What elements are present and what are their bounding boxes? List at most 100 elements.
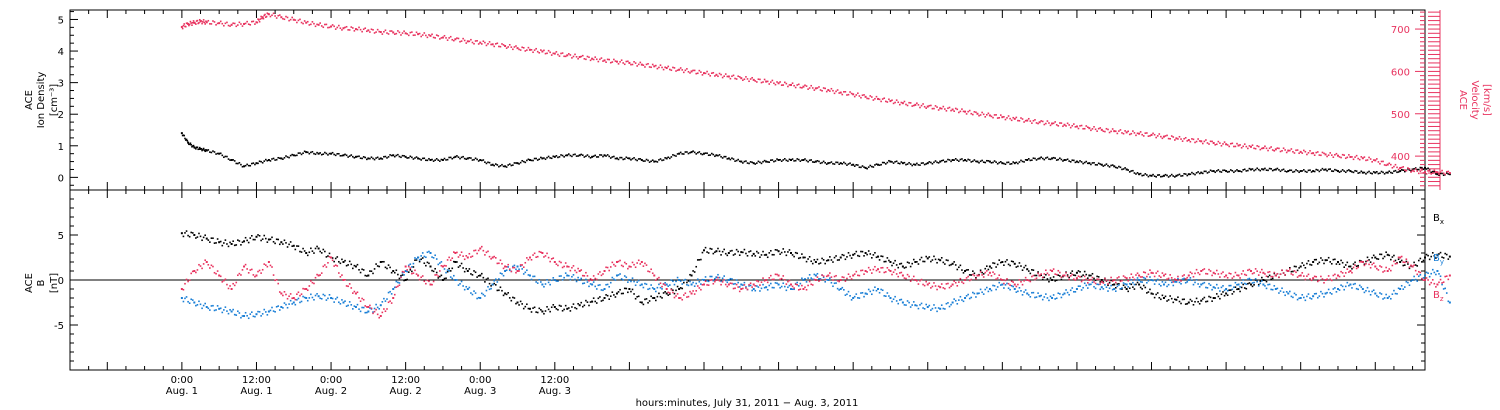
bx-point-fill bbox=[1307, 260, 1310, 262]
velocity-point bbox=[230, 23, 233, 26]
bz-point-fill bbox=[592, 275, 595, 277]
density-point-fill bbox=[563, 156, 565, 158]
by-point-fill bbox=[844, 294, 847, 296]
bx-point-fill bbox=[1245, 287, 1248, 290]
density-point-fill bbox=[898, 162, 901, 165]
density-point bbox=[1038, 157, 1041, 160]
density-point-fill bbox=[247, 164, 250, 167]
bx-point-fill bbox=[1400, 259, 1403, 262]
bz-point-fill bbox=[1097, 278, 1100, 281]
bz-point-fill bbox=[1318, 279, 1321, 282]
density-point-fill bbox=[241, 165, 244, 168]
velocity-point-fill bbox=[1403, 169, 1406, 171]
bx-point-fill bbox=[1304, 266, 1307, 269]
velocity-point-fill bbox=[1155, 136, 1157, 139]
bx-point bbox=[342, 261, 345, 263]
velocity-point-fill bbox=[992, 116, 994, 119]
velocity-point-fill bbox=[846, 94, 848, 96]
velocity-point-fill bbox=[1313, 154, 1316, 157]
bz-point-fill bbox=[1195, 268, 1198, 271]
density-point-fill bbox=[1282, 168, 1285, 171]
bx-point-fill bbox=[986, 265, 988, 267]
bx-point-fill bbox=[768, 252, 771, 254]
velocity-point-fill bbox=[1136, 132, 1139, 135]
bz-point-fill bbox=[414, 269, 416, 272]
velocity-point-fill bbox=[303, 20, 306, 22]
density-point-fill bbox=[1313, 170, 1316, 173]
by-point-fill bbox=[1242, 279, 1244, 281]
bx-point-fill bbox=[527, 307, 530, 310]
bz-point-fill bbox=[816, 276, 819, 278]
density-point-fill bbox=[1147, 175, 1150, 178]
density-point-fill bbox=[1169, 175, 1171, 177]
velocity-point bbox=[976, 112, 979, 115]
velocity-point-fill bbox=[1111, 128, 1114, 130]
bfield-label-line3: [nT] bbox=[49, 273, 60, 293]
bx-point bbox=[578, 304, 581, 307]
bz-point-fill bbox=[1128, 277, 1131, 279]
velocity-point-fill bbox=[1427, 170, 1429, 172]
bx-point-fill bbox=[1191, 300, 1193, 302]
bz-point-fill bbox=[608, 269, 611, 272]
bz-point-fill bbox=[474, 249, 477, 252]
bz-point-fill bbox=[274, 279, 276, 282]
by-point-fill bbox=[796, 281, 799, 284]
velocity-point-fill bbox=[415, 31, 418, 34]
bz-point-fill bbox=[1259, 271, 1262, 274]
density-point-fill bbox=[390, 154, 393, 157]
bx-point-fill bbox=[667, 294, 670, 296]
by-point-fill bbox=[381, 301, 384, 303]
velocity-point-fill bbox=[1060, 122, 1063, 124]
by-point-fill bbox=[1158, 283, 1161, 286]
by-point bbox=[889, 297, 892, 299]
density-point-fill bbox=[1270, 168, 1272, 170]
density-point-fill bbox=[1284, 170, 1286, 173]
velocity-point-fill bbox=[386, 32, 388, 34]
density-point-fill bbox=[684, 151, 687, 153]
velocity-point-fill bbox=[403, 30, 405, 33]
bz-point-fill bbox=[589, 278, 592, 280]
velocity-point-fill bbox=[338, 24, 340, 27]
velocity-tick-label: 600 bbox=[1391, 67, 1410, 78]
velocity-point-fill bbox=[981, 111, 983, 114]
density-point-fill bbox=[277, 156, 280, 159]
by-point-fill bbox=[356, 303, 359, 306]
by-point-fill bbox=[636, 281, 638, 283]
bx-point-fill bbox=[457, 266, 460, 268]
by-point-fill bbox=[233, 313, 236, 316]
by-point-fill bbox=[1096, 283, 1098, 286]
density-point-fill bbox=[930, 161, 932, 164]
velocity-point-fill bbox=[597, 60, 600, 63]
bz-point bbox=[441, 265, 444, 268]
by-point-fill bbox=[344, 300, 346, 302]
density-point-fill bbox=[1346, 169, 1349, 172]
bz-point-fill bbox=[617, 260, 620, 263]
velocity-point-fill bbox=[968, 109, 971, 112]
by-point-fill bbox=[219, 307, 222, 310]
bz-point-fill bbox=[201, 267, 203, 270]
density-point-fill bbox=[636, 159, 638, 162]
bz-point-fill bbox=[1340, 270, 1342, 273]
by-point-fill bbox=[933, 304, 935, 306]
by-point-fill bbox=[272, 310, 275, 312]
velocity-point-fill bbox=[987, 112, 990, 115]
by-point-fill bbox=[1121, 287, 1123, 289]
velocity-point-fill bbox=[707, 73, 710, 76]
bx-point-fill bbox=[1447, 258, 1450, 260]
density-point-fill bbox=[878, 164, 881, 166]
density-point-fill bbox=[536, 159, 539, 161]
bz-point bbox=[591, 279, 594, 281]
density-point bbox=[1187, 173, 1190, 176]
bz-point-fill bbox=[257, 270, 259, 273]
bx-point-fill bbox=[282, 243, 284, 245]
velocity-point-fill bbox=[1169, 137, 1171, 140]
bx-point bbox=[404, 279, 407, 281]
velocity-point-fill bbox=[1118, 130, 1120, 132]
bx-point-fill bbox=[1219, 297, 1221, 300]
velocity-point-fill bbox=[779, 81, 781, 83]
bx-point-fill bbox=[1397, 258, 1400, 261]
density-point-fill bbox=[1124, 167, 1126, 169]
bx-point-fill bbox=[855, 250, 858, 253]
by-point bbox=[1075, 288, 1078, 290]
bx-point-fill bbox=[522, 307, 525, 310]
